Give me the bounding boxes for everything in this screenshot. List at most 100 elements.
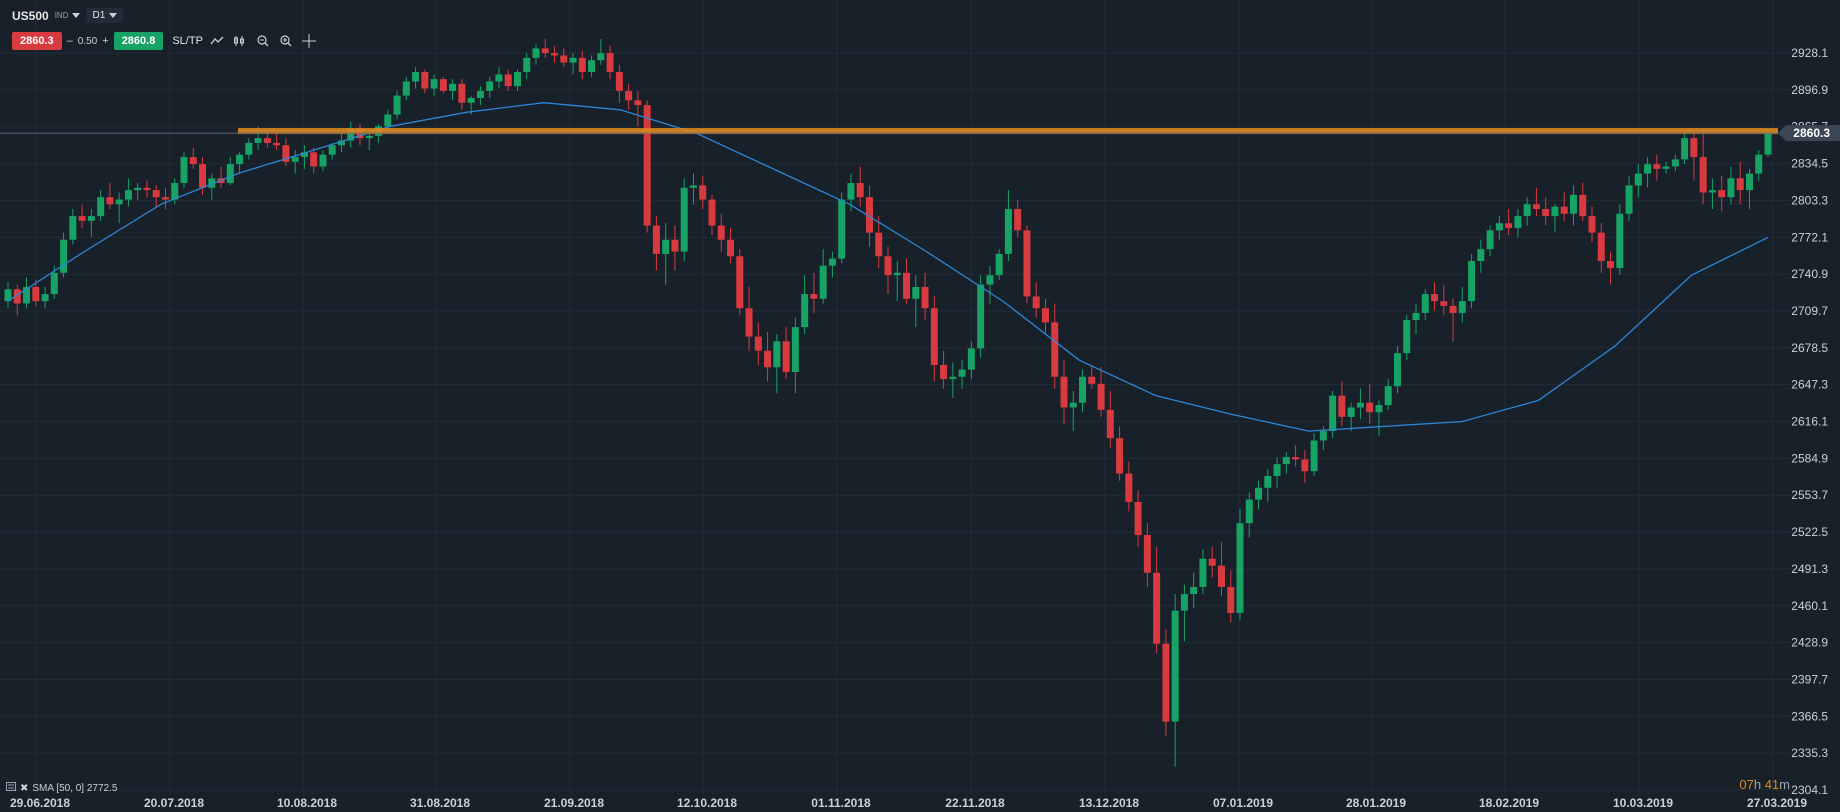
candle-body [1356, 402, 1364, 408]
current-price-tag [1778, 125, 1840, 142]
candle-body [1560, 206, 1568, 214]
line-chart-icon[interactable] [208, 34, 226, 48]
candle-body [1125, 473, 1133, 502]
sell-button[interactable]: 2860.3 [12, 32, 62, 50]
candle-body [1329, 395, 1337, 432]
candle-body [50, 272, 58, 295]
candle-body [421, 72, 429, 89]
candle-body [1597, 232, 1605, 261]
y-tick-label: 2522.5 [1791, 525, 1828, 539]
zoom-out-icon[interactable] [254, 34, 272, 48]
candle-body [1088, 376, 1096, 384]
candle-body [1116, 438, 1124, 474]
decrease-qty-button[interactable]: – [66, 35, 73, 47]
candle-body [662, 239, 670, 254]
candle-body [1255, 487, 1263, 500]
candles-icon[interactable] [231, 34, 249, 48]
candle-body [1653, 164, 1661, 169]
candle-body [1644, 164, 1652, 174]
indicator-settings-icon[interactable] [6, 782, 16, 794]
candle-body [365, 135, 373, 139]
indicator-remove-icon[interactable]: ✖ [20, 782, 29, 794]
candle-body [912, 286, 920, 299]
y-tick-label: 2647.3 [1791, 378, 1828, 392]
quantity-value[interactable]: 0.50 [77, 35, 98, 47]
x-tick-label: 31.08.2018 [410, 796, 470, 810]
candle-body [791, 327, 799, 373]
candle-body [1227, 586, 1235, 613]
y-tick-label: 2397.7 [1791, 672, 1828, 686]
x-tick-label: 10.03.2019 [1613, 796, 1673, 810]
candle-body [1060, 376, 1068, 408]
candle-body [384, 114, 392, 127]
candle-body [1264, 475, 1272, 488]
x-tick-label: 27.03.2019 [1747, 796, 1807, 810]
x-tick-label: 01.11.2018 [811, 796, 871, 810]
candle-body [1041, 308, 1049, 323]
candle-body [875, 232, 883, 257]
x-tick-label: 22.11.2018 [945, 796, 1005, 810]
candle-body [199, 164, 207, 188]
candle-body [903, 272, 911, 299]
candle-body [134, 187, 142, 191]
x-tick-label: 29.06.2018 [10, 796, 70, 810]
candle-body [1634, 173, 1642, 186]
candle-body [921, 286, 929, 309]
x-tick-label: 12.10.2018 [677, 796, 737, 810]
candle-body [78, 216, 86, 221]
y-tick-label: 2304.1 [1791, 783, 1828, 797]
candle-body [1579, 194, 1587, 217]
candle-timer: 07h 41m [1739, 777, 1790, 792]
candle-body [1616, 213, 1624, 269]
candle-body [801, 294, 809, 328]
candle-body [291, 157, 299, 162]
candle-body [449, 83, 457, 91]
candle-body [1199, 558, 1207, 587]
candle-body [412, 72, 420, 82]
candle-body [1542, 209, 1550, 217]
y-tick-label: 2491.3 [1791, 562, 1828, 576]
candle-body [597, 53, 605, 61]
candle-body [1301, 459, 1309, 472]
candle-body [282, 145, 290, 162]
timeframe-dropdown[interactable]: D1 [86, 8, 124, 23]
candle-body [180, 157, 188, 184]
candle-body [1755, 154, 1763, 174]
y-tick-label: 2709.7 [1791, 304, 1828, 318]
candle-body [1449, 305, 1457, 313]
candle-body [1236, 523, 1244, 613]
y-tick-label: 2834.5 [1791, 157, 1828, 171]
candle-body [1051, 322, 1059, 377]
candle-body [1505, 223, 1513, 228]
candle-body [634, 100, 642, 106]
y-tick-label: 2772.1 [1791, 230, 1828, 244]
candle-body [1458, 301, 1466, 313]
candle-body [1134, 501, 1142, 536]
candle-body [819, 265, 827, 299]
candle-body [1153, 572, 1161, 644]
y-tick-label: 2335.3 [1791, 746, 1828, 760]
x-tick-label: 20.07.2018 [144, 796, 204, 810]
candle-body [236, 154, 244, 165]
candle-body [1607, 260, 1615, 269]
symbol-type-dropdown[interactable]: IND [55, 11, 81, 20]
zoom-in-icon[interactable] [277, 34, 295, 48]
y-tick-label: 2896.9 [1791, 83, 1828, 97]
sltp-button[interactable]: SL/TP [172, 35, 203, 47]
candle-body [1764, 133, 1772, 155]
buy-button[interactable]: 2860.8 [113, 32, 164, 50]
candle-body [1217, 565, 1225, 587]
candle-body [1662, 166, 1670, 169]
candle-body [467, 97, 475, 103]
candle-body [347, 128, 355, 141]
candle-body [949, 376, 957, 380]
candle-body [865, 197, 873, 233]
candle-body [615, 72, 623, 91]
crosshair-icon[interactable] [300, 34, 318, 48]
candle-body [1032, 296, 1040, 309]
increase-qty-button[interactable]: + [102, 35, 109, 47]
candle-body [1069, 402, 1077, 408]
candle-body [1143, 535, 1151, 573]
candle-body [977, 284, 985, 349]
